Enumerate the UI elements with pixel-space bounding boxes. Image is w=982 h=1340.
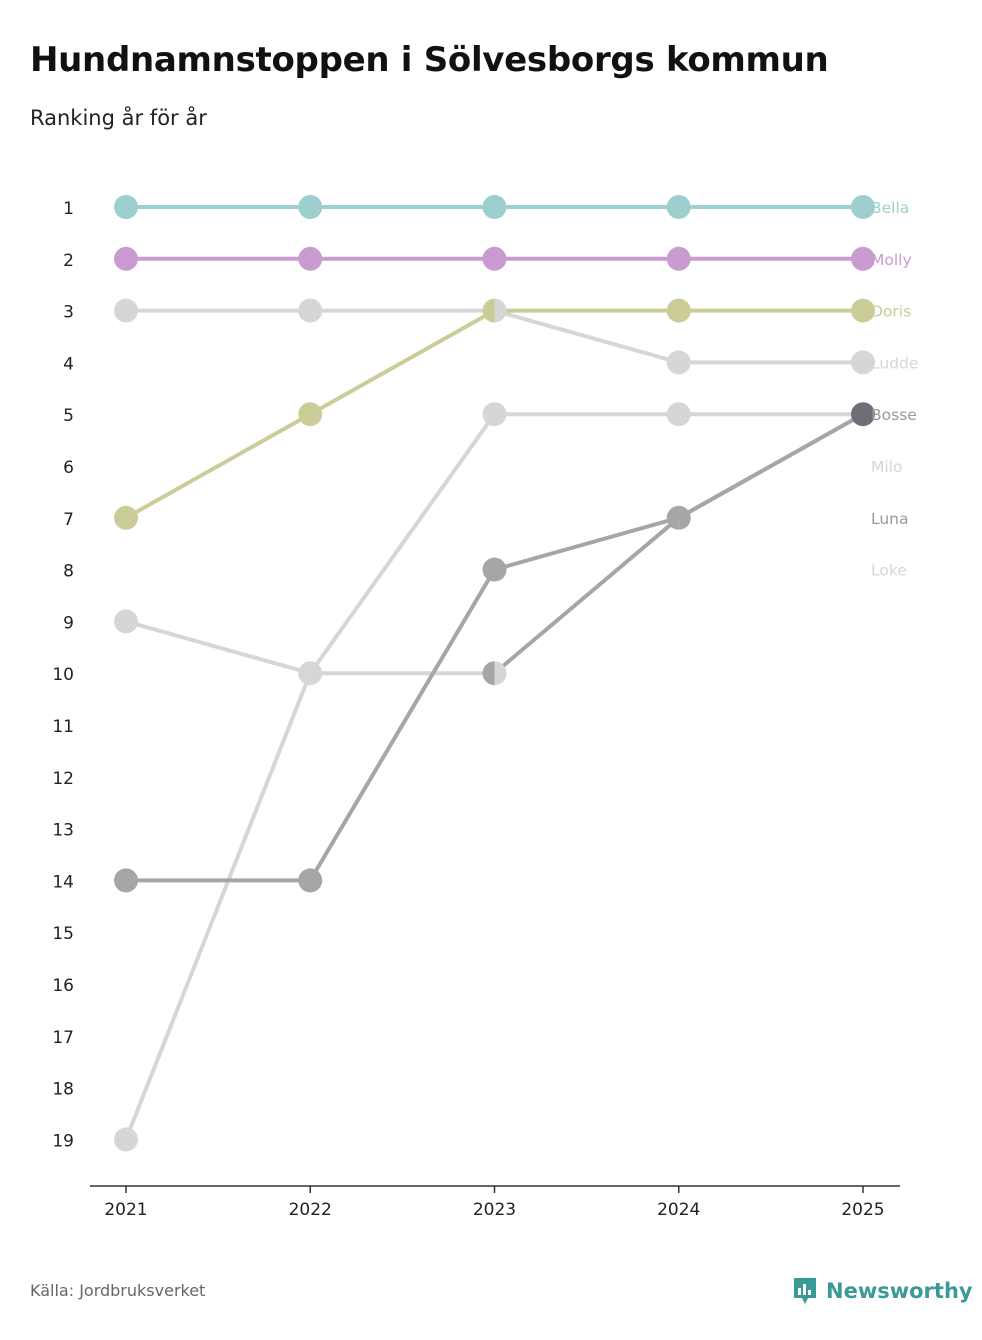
y-tick-label: 17 xyxy=(52,1028,74,1048)
point-right-bosse-luna xyxy=(678,505,691,530)
point-bella xyxy=(851,195,875,219)
x-tick-label: 2024 xyxy=(657,1200,700,1220)
point-ludde xyxy=(298,298,323,323)
series-labels: Bella Molly Doris Ludde Bosse Milo Luna Loke xyxy=(871,199,918,580)
point-bella xyxy=(114,195,138,219)
point-left-bosse-luna xyxy=(666,505,679,530)
y-tick-label: 1 xyxy=(63,199,74,219)
point-doris xyxy=(851,298,875,323)
y-tick-label: 14 xyxy=(52,872,74,892)
x-tick-label: 2025 xyxy=(841,1200,884,1220)
x-tick-label: 2021 xyxy=(104,1200,147,1220)
series-label-milo: Milo xyxy=(871,458,902,476)
y-tick-label: 7 xyxy=(63,510,74,530)
point-right-milo-loke xyxy=(310,661,323,686)
series-label-loke: Loke xyxy=(871,562,907,580)
point-right-luna-loke xyxy=(494,661,507,686)
brand-name: Newsworthy xyxy=(826,1279,973,1303)
y-tick-label: 4 xyxy=(63,354,74,374)
point-bosse xyxy=(298,868,323,893)
newsworthy-logo-icon xyxy=(794,1278,816,1304)
point-ludde xyxy=(114,298,138,323)
series-line-bosse xyxy=(124,412,865,883)
point-molly xyxy=(298,246,323,271)
y-tick-label: 16 xyxy=(52,976,74,996)
y-tick-label: 12 xyxy=(52,769,74,789)
point-milo xyxy=(114,1127,138,1152)
point-right-doris-ludde xyxy=(494,298,507,323)
y-tick-label: 8 xyxy=(63,562,74,582)
x-axis: 2021 2022 2023 2024 2025 xyxy=(90,1185,900,1220)
point-milo xyxy=(482,402,507,427)
y-tick-label: 10 xyxy=(52,665,74,685)
point-left-luna-loke xyxy=(482,661,495,686)
x-tick-label: 2023 xyxy=(473,1200,516,1220)
point-bella xyxy=(298,195,323,219)
series-label-bosse: Bosse xyxy=(871,406,917,424)
point-left-milo-loke xyxy=(298,661,311,686)
series-line-milo xyxy=(124,412,865,1142)
point-doris xyxy=(298,402,323,427)
y-tick-label: 9 xyxy=(63,613,74,633)
brand-logo[interactable]: Newsworthy xyxy=(792,1276,973,1306)
series-label-ludde: Ludde xyxy=(871,354,918,372)
point-milo xyxy=(666,402,691,427)
point-bella xyxy=(482,195,507,219)
source-note: Källa: Jordbruksverket xyxy=(30,1281,206,1300)
point-bosse xyxy=(114,868,138,893)
point-molly xyxy=(666,246,691,271)
y-tick-label: 13 xyxy=(52,821,74,841)
x-tick-label: 2022 xyxy=(289,1200,332,1220)
point-molly xyxy=(114,246,138,271)
y-tick-label: 15 xyxy=(52,924,74,944)
series-label-molly: Molly xyxy=(871,251,912,269)
y-tick-label: 5 xyxy=(63,406,74,426)
y-tick-label: 3 xyxy=(63,303,74,323)
y-tick-label: 19 xyxy=(52,1131,74,1151)
series-label-bella: Bella xyxy=(871,199,909,217)
series-label-doris: Doris xyxy=(871,303,911,321)
series-label-luna: Luna xyxy=(871,510,909,528)
chart-subtitle: Ranking år för år xyxy=(30,106,207,130)
chart-title: Hundnamnstoppen i Sölvesborgs kommun xyxy=(30,40,829,80)
point-ludde xyxy=(666,350,691,375)
point-loke xyxy=(114,609,138,634)
point-molly xyxy=(482,246,507,271)
point-left-doris-ludde xyxy=(482,298,495,323)
point-bella xyxy=(666,195,691,219)
point-doris xyxy=(666,298,691,323)
point-bosse xyxy=(482,557,507,582)
point-molly xyxy=(851,246,875,271)
y-tick-label: 6 xyxy=(63,458,74,478)
series-points xyxy=(114,195,875,1152)
y-tick-label: 11 xyxy=(52,717,74,737)
y-tick-label: 18 xyxy=(52,1080,74,1100)
point-doris xyxy=(114,505,138,530)
point-ludde xyxy=(851,350,875,375)
point-bosse-milo-luna xyxy=(851,402,875,427)
series-line-luna xyxy=(492,412,865,676)
y-tick-label: 2 xyxy=(63,251,74,271)
